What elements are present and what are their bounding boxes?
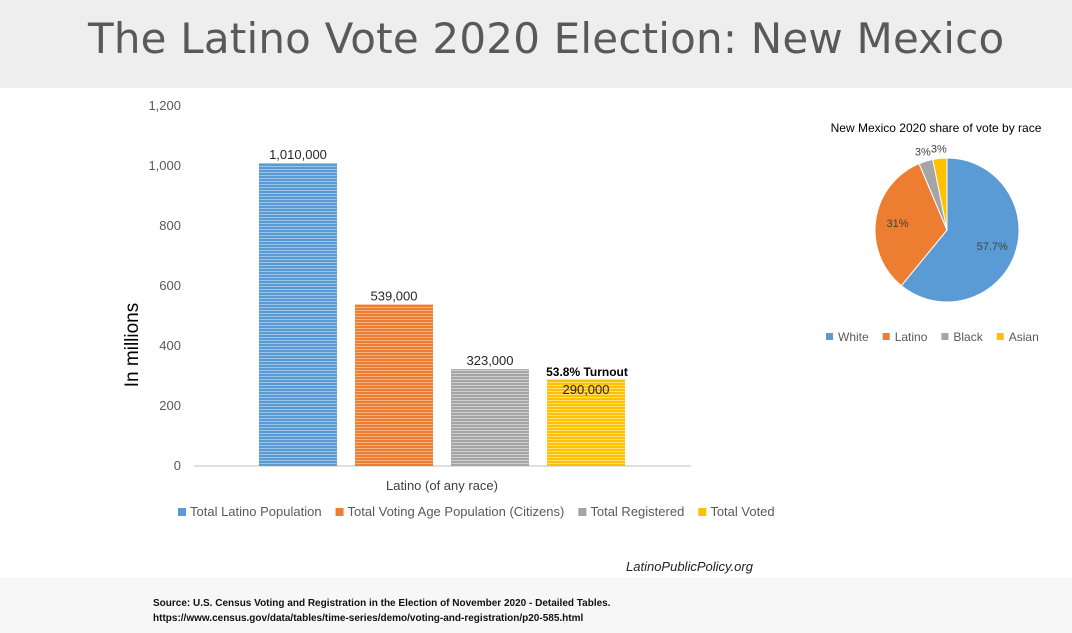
bar-data-label: 323,000 [467, 353, 514, 368]
pie-data-label: 3% [915, 147, 931, 159]
bar-total-latino-population [259, 163, 337, 466]
pie-legend-label: White [838, 330, 869, 344]
pie-chart: New Mexico 2020 share of vote by race 57… [797, 108, 1072, 358]
turnout-annotation: 53.8% Turnout [546, 365, 628, 379]
legend-label: Total Latino Population [190, 504, 322, 519]
pie-legend-label: Black [953, 330, 983, 344]
y-tick-label: 200 [159, 398, 181, 413]
bar-data-label: 1,010,000 [269, 147, 327, 162]
source-note: Source: U.S. Census Voting and Registrat… [153, 596, 611, 626]
legend-swatch [178, 508, 186, 516]
legend-label: Total Voted [710, 504, 774, 519]
bar-legend: Total Latino Population Total Voting Age … [178, 504, 775, 519]
pie-legend: White Latino Black Asian [826, 330, 1039, 344]
pie-legend-swatch [941, 333, 949, 340]
legend-label: Total Voting Age Population (Citizens) [348, 504, 565, 519]
pie-data-label: 3% [931, 143, 947, 155]
y-tick-label: 1,200 [148, 98, 181, 113]
y-tick-label: 600 [159, 278, 181, 293]
bar-total-voted [547, 379, 625, 466]
pie-legend-swatch [826, 333, 833, 340]
bar-data-label: 290,000 [563, 382, 610, 397]
bar-total-registered [451, 369, 529, 466]
bar-chart: 0 200 400 600 800 1,000 1,200 In millions 1,01… [122, 98, 775, 519]
bar-total-voting-age-population-citizens [355, 304, 433, 466]
y-axis-title: In millions [122, 303, 143, 387]
footer-band [0, 578, 1072, 633]
page-title: The Latino Vote 2020 Election: New Mexic… [88, 14, 1005, 63]
source-line-1: Source: U.S. Census Voting and Registrat… [153, 598, 611, 609]
pie-data-label: 57.7% [977, 241, 1008, 253]
y-tick-label: 400 [159, 338, 181, 353]
pie-legend-swatch [996, 333, 1004, 340]
legend-swatch [335, 508, 344, 516]
pie-slice-white [900, 157, 1020, 303]
pie-title: New Mexico 2020 share of vote by race [831, 121, 1042, 135]
pie-slice-asian [932, 157, 948, 231]
title-band [0, 0, 1072, 88]
y-tick-label: 0 [174, 458, 181, 473]
legend-swatch [578, 508, 587, 516]
pie-data-label: 31% [887, 218, 909, 230]
y-tick-label: 1,000 [148, 158, 181, 173]
pie-legend-swatch [882, 333, 890, 340]
pie-legend-label: Latino [895, 330, 928, 344]
pie-legend-label: Asian [1009, 330, 1039, 344]
y-tick-label: 800 [159, 218, 181, 233]
site-watermark: LatinoPublicPolicy.org [626, 559, 753, 574]
legend-label: Total Registered [590, 504, 684, 519]
x-category-label: Latino (of any race) [386, 478, 498, 493]
legend-swatch [698, 508, 707, 516]
source-line-2: https://www.census.gov/data/tables/time-… [153, 613, 584, 624]
bar-data-label: 539,000 [371, 288, 418, 303]
pie-slice-latino [874, 162, 948, 287]
